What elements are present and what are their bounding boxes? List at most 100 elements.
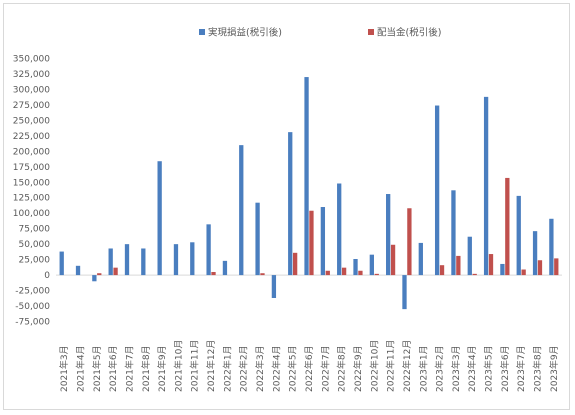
bar-dividend <box>488 254 494 276</box>
x-tick-label: 2023年3月 <box>450 345 462 392</box>
x-tick-label: 2022年5月 <box>287 345 299 392</box>
y-tick-label: -25,000 <box>15 287 50 297</box>
bar-dividend <box>325 270 330 276</box>
y-tick-label: 0 <box>44 271 50 281</box>
y-tick-label: 250,000 <box>13 116 50 126</box>
x-tick-label: 2022年8月 <box>336 345 348 392</box>
bar-realized-pl <box>92 275 97 282</box>
x-tick-label: 2023年6月 <box>499 345 511 392</box>
y-axis: -75,000 -50,000 -25,000 0 25,000 50,000 75,000… <box>13 55 562 328</box>
x-tick-label: 2022年9月 <box>352 345 364 392</box>
bar-realized-pl <box>124 244 130 276</box>
x-axis: 2021年3月 2021年4月 2021年5月 2021年6月 2021年7月 2021年… <box>58 340 560 392</box>
bar-realized-pl <box>141 248 146 276</box>
y-tick-label: 300,000 <box>13 85 50 95</box>
bar-realized-pl <box>467 236 472 276</box>
bar-realized-pl <box>271 275 277 298</box>
y-tick-label: 350,000 <box>13 55 50 65</box>
bar-realized-pl <box>59 251 64 276</box>
bar-dividend <box>341 267 347 276</box>
x-tick-label: 2021年12月 <box>205 340 217 392</box>
bar-realized-pl <box>255 202 260 276</box>
bar-realized-pl <box>402 275 407 310</box>
bar-dividend <box>537 260 543 276</box>
y-tick-label: 275,000 <box>13 101 50 111</box>
x-tick-label: 2022年2月 <box>238 345 250 392</box>
bar-realized-pl <box>222 260 228 276</box>
bar-realized-pl <box>75 265 81 276</box>
x-tick-label: 2022年7月 <box>319 345 331 392</box>
y-tick-label: 100,000 <box>13 209 50 219</box>
x-tick-label: 2022年10月 <box>368 340 380 392</box>
bar-dividend <box>407 208 412 276</box>
y-tick-label: -50,000 <box>15 302 50 312</box>
legend-swatch <box>199 29 205 35</box>
bar-realized-pl <box>239 145 244 276</box>
x-tick-label: 2023年8月 <box>532 345 544 392</box>
bars <box>59 77 559 310</box>
bar-realized-pl <box>206 224 211 276</box>
y-tick-label: 25,000 <box>19 256 51 266</box>
bar-realized-pl <box>434 105 440 276</box>
x-tick-label: 2023年1月 <box>417 345 429 392</box>
bar-dividend <box>439 265 445 276</box>
x-tick-label: 2021年5月 <box>91 345 103 392</box>
bar-dividend <box>472 273 477 276</box>
y-tick-label: -75,000 <box>15 318 50 328</box>
bar-realized-pl <box>288 132 293 276</box>
x-tick-label: 2021年9月 <box>156 345 168 392</box>
bar-realized-pl <box>337 183 342 276</box>
x-tick-label: 2021年11月 <box>189 340 201 392</box>
legend-swatch <box>368 29 374 35</box>
x-tick-label: 2022年1月 <box>221 345 233 392</box>
x-tick-label: 2021年8月 <box>140 345 152 392</box>
bar-dividend <box>97 273 102 276</box>
x-tick-label: 2022年4月 <box>270 345 282 392</box>
y-tick-label: 200,000 <box>13 147 50 157</box>
x-tick-label: 2021年4月 <box>74 345 86 392</box>
x-tick-label: 2022年12月 <box>401 340 413 392</box>
x-tick-label: 2022年6月 <box>303 345 315 392</box>
bar-dividend <box>374 273 379 276</box>
bar-dividend <box>505 177 510 276</box>
bar-realized-pl <box>451 190 456 276</box>
bar-realized-pl <box>320 207 326 276</box>
legend: 実現損益(税引後) 配当金(税引後) <box>199 27 441 39</box>
bar-realized-pl <box>418 242 423 276</box>
x-tick-label: 2023年7月 <box>515 345 527 392</box>
legend-label: 配当金(税引後) <box>377 27 441 39</box>
x-tick-label: 2021年6月 <box>107 345 119 392</box>
bar-realized-pl <box>483 96 489 276</box>
x-tick-label: 2022年3月 <box>254 345 266 392</box>
x-tick-label: 2022年11月 <box>385 340 397 392</box>
bar-realized-pl <box>190 242 195 276</box>
bar-realized-pl <box>353 259 358 276</box>
x-tick-label: 2021年7月 <box>123 345 135 392</box>
x-tick-label: 2023年5月 <box>483 345 495 392</box>
bar-dividend <box>211 271 216 276</box>
bar-realized-pl <box>516 195 521 276</box>
y-tick-label: 75,000 <box>19 225 51 235</box>
bar-realized-pl <box>532 231 538 276</box>
x-tick-label: 2023年4月 <box>466 345 478 392</box>
bar-dividend <box>260 273 265 276</box>
x-tick-label: 2021年3月 <box>58 345 70 392</box>
x-tick-label: 2023年2月 <box>434 345 446 392</box>
y-tick-label: 325,000 <box>13 70 50 80</box>
bar-dividend <box>113 267 118 276</box>
bar-realized-pl <box>500 263 505 276</box>
y-tick-label: 50,000 <box>19 240 51 250</box>
bar-dividend <box>309 210 314 276</box>
bar-dividend <box>554 258 559 276</box>
bar-realized-pl <box>108 248 113 276</box>
bar-realized-pl <box>386 194 391 276</box>
bar-dividend <box>292 252 298 276</box>
bar-realized-pl <box>369 254 374 276</box>
y-tick-label: 175,000 <box>13 163 50 173</box>
bar-dividend <box>521 269 526 276</box>
chart-frame <box>3 3 570 410</box>
x-tick-label: 2021年10月 <box>172 340 184 392</box>
bar-realized-pl <box>304 77 309 276</box>
bar-dividend <box>358 270 363 276</box>
